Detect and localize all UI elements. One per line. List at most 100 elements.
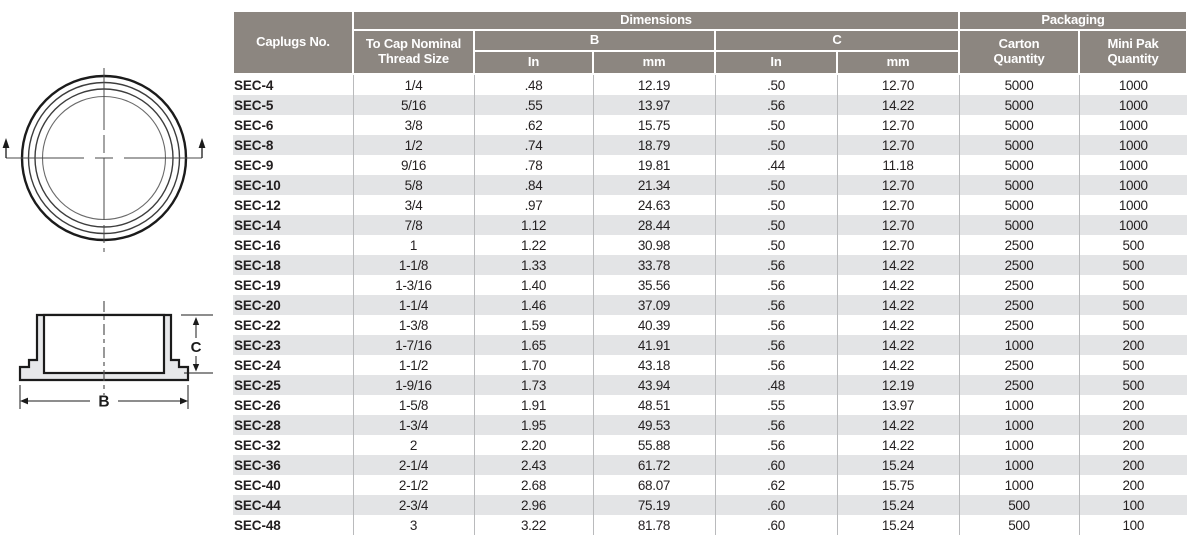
table-cell: .56	[714, 435, 837, 455]
cell-caplugs-no: SEC-4	[234, 77, 274, 93]
table-cell: 1-7/16	[352, 335, 474, 355]
table-cell: 3/8	[352, 115, 474, 135]
table-cell: 1.70	[473, 355, 593, 375]
table-row: SEC-36 2-1/4 2.43 61.72.60 15.24 1000 200	[233, 455, 1188, 475]
table-row: SEC-24 1-1/2 1.70 43.18.56 14.22 2500 500	[233, 355, 1188, 375]
table-cell: .50	[714, 74, 837, 95]
cell-caplugs-no: SEC-19	[234, 277, 281, 293]
table-cell: 1-1/2	[352, 355, 474, 375]
table-cell: .56	[714, 415, 837, 435]
cell-caplugs-no: SEC-23	[234, 337, 281, 353]
table-cell: 500	[1078, 355, 1188, 375]
table-cell: 33.78	[592, 255, 715, 275]
spec-table: Caplugs No. Dimensions Packaging To Cap …	[232, 10, 1189, 535]
table-header: Caplugs No. Dimensions Packaging To Cap …	[232, 10, 1189, 75]
table-cell: 5000	[958, 115, 1080, 135]
table-cell: 12.19	[836, 375, 960, 395]
table-cell: .55	[473, 95, 593, 115]
table-cell: 5000	[958, 95, 1080, 115]
table-cell: 12.70	[836, 135, 960, 155]
table-cell: .56	[714, 255, 837, 275]
table-cell: 14.22	[836, 275, 960, 295]
table-cell: 200	[1078, 455, 1188, 475]
table-cell: 1-1/4	[352, 295, 474, 315]
dimension-c-label: C	[191, 339, 202, 356]
table-cell: 200	[1078, 435, 1188, 455]
table-cell: 2500	[958, 255, 1080, 275]
col-group-packaging: Packaging	[958, 10, 1189, 31]
table-cell: 49.53	[592, 415, 715, 435]
table-row: SEC-8 1/2.74 18.79.50 12.70 5000 1000	[233, 135, 1188, 155]
table-cell: 11.18	[836, 155, 960, 175]
table-row: SEC-9 9/16.78 19.81.44 11.18 5000 1000	[233, 155, 1188, 175]
cell-caplugs-no: SEC-32	[234, 437, 281, 453]
table-cell: 1.12	[473, 215, 593, 235]
table-cell: 1000	[1078, 175, 1188, 195]
table-cell: 1.91	[473, 395, 593, 415]
dimension-c: C	[181, 314, 213, 374]
table-cell: 1000	[1078, 95, 1188, 115]
table-cell: 1000	[1078, 195, 1188, 215]
table-cell: 40.39	[592, 315, 715, 335]
table-cell: .44	[714, 155, 837, 175]
table-cell: .60	[714, 495, 837, 515]
table-cell: 1000	[1078, 135, 1188, 155]
table-cell: .50	[714, 215, 837, 235]
dimension-b: B	[19, 385, 189, 411]
cell-caplugs-no: SEC-26	[234, 397, 281, 413]
table-cell: 30.98	[592, 235, 715, 255]
table-cell: 14.22	[836, 315, 960, 335]
table-cell: 15.75	[592, 115, 715, 135]
table-cell: .74	[473, 135, 593, 155]
table-cell: 1.40	[473, 275, 593, 295]
table-cell: 14.22	[836, 335, 960, 355]
table-cell: .56	[714, 95, 837, 115]
table-cell: 1000	[958, 435, 1080, 455]
table-cell: 1000	[958, 415, 1080, 435]
cell-caplugs-no: SEC-12	[234, 197, 281, 213]
table-row: SEC-20 1-1/4 1.46 37.09.56 14.22 2500 500	[233, 295, 1188, 315]
table-cell: 500	[1078, 375, 1188, 395]
table-cell: 3	[352, 515, 474, 535]
table-cell: 21.34	[592, 175, 715, 195]
table-cell: 1-3/4	[352, 415, 474, 435]
table-cell: 2500	[958, 235, 1080, 255]
table-cell: 1.22	[473, 235, 593, 255]
table-cell: 43.94	[592, 375, 715, 395]
table-cell: 13.97	[592, 95, 715, 115]
table-cell: .60	[714, 455, 837, 475]
cell-caplugs-no: SEC-25	[234, 377, 281, 393]
table-cell: 55.88	[592, 435, 715, 455]
col-group-c: C	[713, 29, 961, 52]
table-cell: 14.22	[836, 355, 960, 375]
table-cell: 2500	[958, 315, 1080, 335]
table-cell: 12.70	[836, 74, 960, 95]
col-group-b: B	[473, 29, 716, 52]
table-cell: 1-1/8	[352, 255, 474, 275]
table-cell: 15.75	[836, 475, 960, 495]
table-cell: 19.81	[592, 155, 715, 175]
table-cell: .50	[714, 235, 837, 255]
table-cell: 2.43	[473, 455, 593, 475]
table-cell: 1000	[958, 475, 1080, 495]
table-row: SEC-4 1/4.48 12.19.50 12.70 5000 1000	[233, 74, 1188, 95]
table-cell: 5/8	[352, 175, 474, 195]
table-row: SEC-25 1-9/16 1.73 43.94.48 12.19 2500 500	[233, 375, 1188, 395]
table-cell: .56	[714, 335, 837, 355]
table-cell: 5000	[958, 175, 1080, 195]
table-cell: 1/4	[352, 74, 474, 95]
table-cell: 2.96	[473, 495, 593, 515]
table-row: SEC-18 1-1/8 1.33 33.78.56 14.22 2500 500	[233, 255, 1188, 275]
table-cell: 2500	[958, 275, 1080, 295]
table-cell: 1000	[958, 455, 1080, 475]
table-cell: 3/4	[352, 195, 474, 215]
table-cell: 14.22	[836, 415, 960, 435]
table-cell: 1.73	[473, 375, 593, 395]
table-cell: 2500	[958, 375, 1080, 395]
spec-table-grid: Caplugs No. Dimensions Packaging To Cap …	[232, 10, 1189, 535]
table-cell: 2-1/4	[352, 455, 474, 475]
table-cell: 61.72	[592, 455, 715, 475]
table-row: SEC-28 1-3/4 1.95 49.53.56 14.22 1000 200	[233, 415, 1188, 435]
cell-caplugs-no: SEC-8	[234, 137, 274, 153]
table-row: SEC-12 3/4.97 24.63.50 12.70 5000 1000	[233, 195, 1188, 215]
